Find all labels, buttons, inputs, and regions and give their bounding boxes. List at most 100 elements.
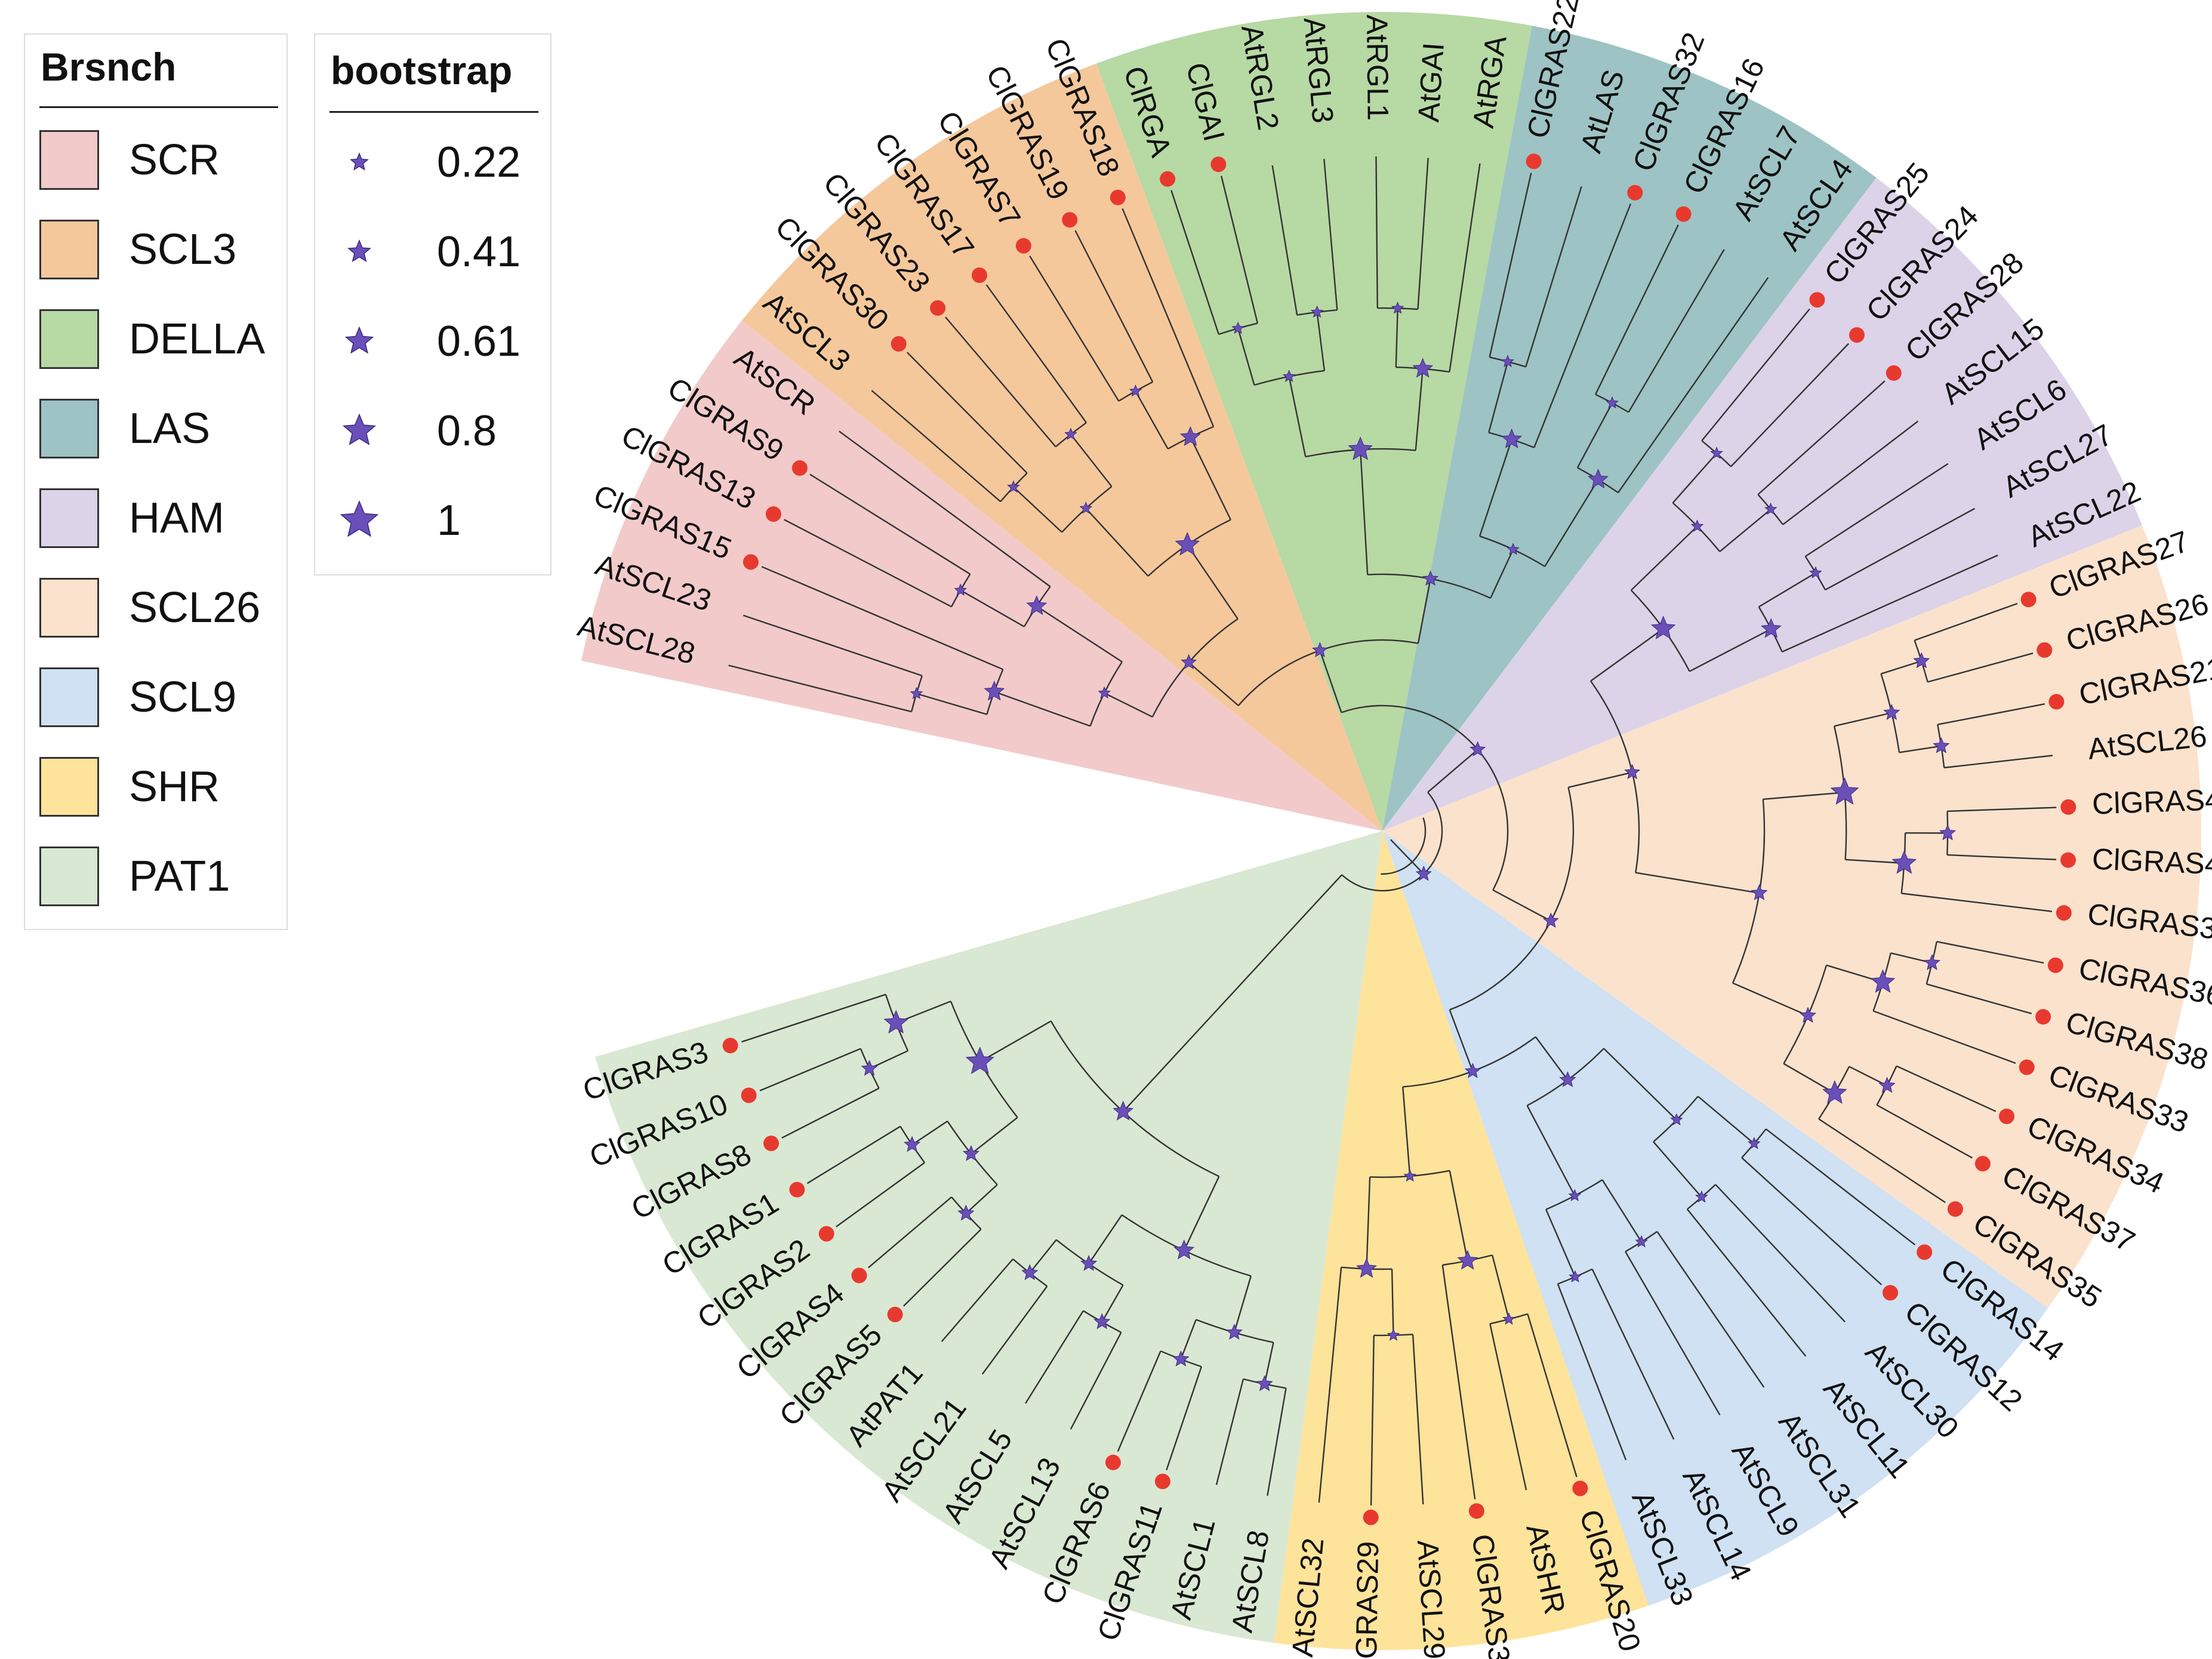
bootstrap-star (984, 681, 1005, 701)
branch-line (1625, 1251, 1721, 1415)
legend-swatch (39, 309, 99, 369)
bootstrap-star (1809, 566, 1822, 578)
bootstrap-star (1891, 850, 1917, 874)
branch-line (1763, 792, 1845, 800)
branch-legend-item: DELLA (39, 309, 278, 369)
bootstrap-star (1695, 1190, 1708, 1203)
branch-line (1568, 771, 1632, 789)
branch-line (1544, 479, 1599, 567)
branch-line (1492, 889, 1551, 922)
legend-label: 1 (437, 497, 461, 544)
branch-line (1873, 1010, 2016, 1064)
watermelon-dot (2019, 1059, 2035, 1075)
watermelon-markers (722, 153, 2077, 1525)
bootstrap-legend-item: 0.8 (329, 401, 532, 461)
branch-line (1730, 343, 1850, 467)
branch-line (1088, 1214, 1123, 1264)
branch-line (1899, 745, 1942, 753)
branch-line (1104, 692, 1153, 718)
branch-line (1488, 361, 1509, 433)
branch-line (1697, 1095, 1755, 1144)
branch-line (1183, 1176, 1220, 1251)
bootstrap-star (1348, 436, 1373, 460)
bootstrap-star (1690, 519, 1704, 532)
bootstrap-star (883, 1009, 908, 1034)
branch-line (979, 1020, 1052, 1063)
clade-sector-pat1 (595, 831, 1382, 1643)
branch-line (1070, 1332, 1122, 1430)
bootstrap-legend-item: 0.22 (329, 133, 532, 192)
watermelon-dot (1110, 189, 1126, 205)
branch-line (784, 519, 952, 608)
leaf-label: ClGRAS41 (2091, 782, 2212, 820)
branch-line (960, 589, 1025, 627)
legend-swatch (39, 220, 99, 279)
star-icon (344, 326, 374, 354)
branch-legend-item: SCL26 (39, 578, 278, 638)
branch-line (781, 1087, 880, 1139)
bootstrap-star (1172, 1350, 1190, 1366)
bootstrap-star (1822, 1080, 1847, 1104)
watermelon-dot (1947, 1201, 1963, 1217)
bootstrap-star (1568, 1189, 1582, 1202)
bootstrap-legend-item: 1 (329, 491, 532, 550)
branch-line (1381, 817, 1427, 875)
legend-label: 0.8 (437, 407, 497, 455)
legend-swatch (39, 847, 99, 906)
bootstrap-star (1113, 1100, 1134, 1121)
bootstrap-star (1093, 1313, 1111, 1329)
branch-line (1849, 1066, 1888, 1086)
branch-line (1656, 1231, 1765, 1388)
bootstrap-star (1064, 427, 1077, 440)
branch-line (1319, 650, 1342, 713)
bootstrap-star (1799, 1007, 1817, 1023)
branch-line (1221, 176, 1259, 324)
branch-line (839, 430, 1051, 587)
branch-line (1478, 439, 1512, 537)
branch-line (759, 1048, 861, 1092)
branch-line (1187, 544, 1239, 620)
clade-sector-ham (1382, 177, 2142, 832)
watermelon-dot (1809, 292, 1825, 308)
clade-sector-shr (1274, 831, 1649, 1651)
watermelon-dot (2037, 642, 2053, 658)
bootstrap-star (1933, 737, 1950, 753)
branch-line (1818, 1118, 1946, 1204)
branch-line (1896, 1065, 1997, 1112)
star-icon (340, 500, 379, 537)
star-icon (342, 413, 377, 445)
branch-line (1732, 982, 1809, 1017)
legend-label: SCR (129, 136, 220, 184)
bootstrap-star (1098, 686, 1111, 699)
watermelon-dot (1062, 212, 1078, 228)
branch-line (1360, 450, 1369, 575)
branch-line (728, 664, 912, 713)
branch-line (1834, 712, 1892, 727)
watermelon-dot (930, 300, 946, 316)
branch-line (1715, 1184, 1846, 1323)
bootstrap-star (1760, 618, 1782, 638)
branch-line (1070, 433, 1113, 487)
branch-line (1576, 402, 1613, 468)
watermelon-dot (743, 554, 759, 570)
branch-line (971, 1116, 1018, 1155)
branch-line (1441, 1264, 1476, 1500)
branch-line (906, 352, 1028, 474)
bootstrap-legend-title: bootstrap (331, 48, 513, 93)
branch-line (1288, 376, 1307, 457)
bootstrap-star (1021, 1264, 1039, 1281)
bootstrap-star (962, 1145, 980, 1161)
bootstrap-star (1282, 370, 1296, 382)
bootstrap-legend: bootstrap 0.22 0.41 0.61 0.8 1 (314, 33, 552, 575)
branch-line (1117, 1350, 1162, 1452)
legend-label: SCL9 (129, 673, 237, 721)
branch-line (1628, 249, 1725, 413)
branch-line (1595, 224, 1679, 395)
watermelon-dot (763, 1135, 779, 1152)
leaf-label: ClGRAS29 (1349, 1541, 1385, 1659)
legend-swatch (39, 757, 99, 817)
bootstrap-star (1175, 532, 1200, 556)
watermelon-dot (2035, 1009, 2051, 1025)
bootstrap-star (1312, 642, 1328, 657)
leaf-label: ClGRAS40 (2091, 842, 2212, 882)
